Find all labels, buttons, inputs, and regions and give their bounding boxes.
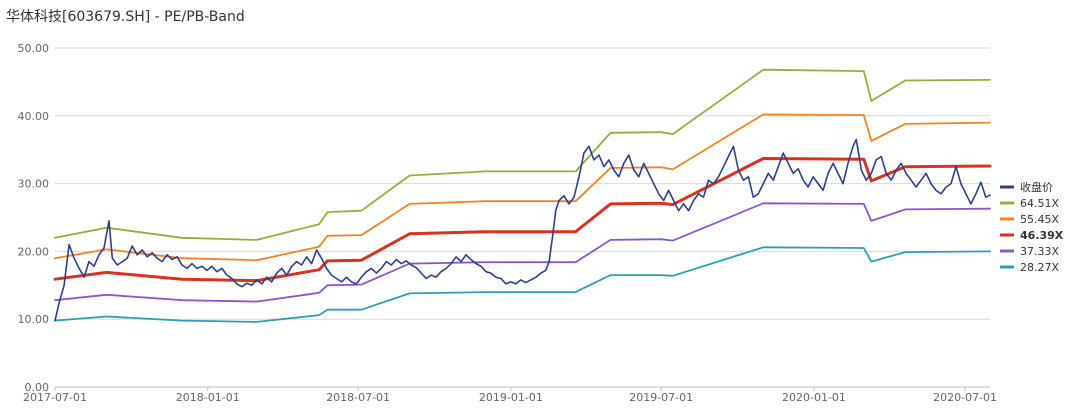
legend: 收盘价 64.51X 55.45X 46.39X 37.33X 28.27X (1000, 180, 1064, 274)
series-line-1 (54, 68, 991, 241)
x-tick-label: 2017-07-01 (23, 391, 87, 404)
legend-label: 55.45X (1020, 213, 1059, 226)
x-tick-label: 2020-01-01 (782, 391, 846, 404)
y-tick-label: 10.00 (18, 313, 50, 326)
grid-lines (55, 47, 990, 388)
y-tick-label: 0.00 (25, 381, 50, 394)
legend-label: 28.27X (1020, 261, 1059, 274)
series-line-2 (54, 113, 991, 262)
series-line-5 (54, 246, 991, 323)
series-line-3 (53, 157, 992, 283)
axes: 0.00 10.00 20.00 30.00 40.00 50.00 2017-07-01 2… (18, 42, 998, 404)
x-tick-label: 2019-07-01 (629, 391, 693, 404)
y-tick-label: 30.00 (18, 178, 50, 191)
x-tick-label: 2020-07-01 (933, 391, 997, 404)
y-tick-label: 20.00 (18, 245, 50, 258)
legend-label: 37.33X (1020, 245, 1059, 258)
series-lines (53, 68, 992, 323)
legend-label: 收盘价 (1020, 180, 1053, 194)
page-title: 华体科技[603679.SH] - PE/PB-Band (6, 9, 245, 25)
legend-label: 46.39X (1020, 229, 1064, 242)
y-tick-label: 40.00 (18, 110, 50, 123)
y-tick-label: 50.00 (18, 42, 50, 55)
series-line-4 (54, 202, 991, 303)
plot-area (55, 48, 990, 387)
x-tick-label: 2018-07-01 (326, 391, 390, 404)
series-line-0 (54, 138, 991, 322)
x-tick-label: 2018-01-01 (176, 391, 240, 404)
legend-label: 64.51X (1020, 197, 1059, 210)
x-tick-label: 2019-01-01 (479, 391, 543, 404)
